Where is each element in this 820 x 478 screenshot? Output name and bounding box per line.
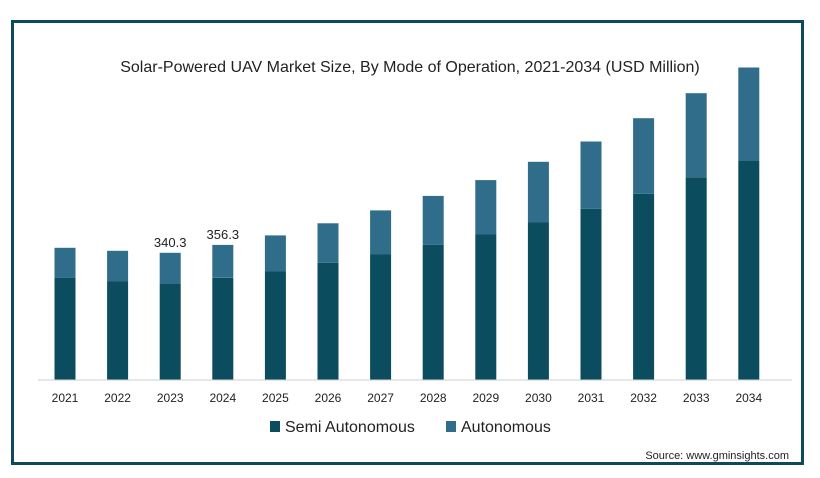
legend: Semi Autonomous Autonomous xyxy=(270,419,551,436)
x-tick-2030: 2030 xyxy=(525,391,552,405)
bar-semi-autonomous-2028 xyxy=(422,244,444,380)
x-tick-2023: 2023 xyxy=(157,391,184,405)
bar-semi-autonomous-2024 xyxy=(212,277,234,380)
x-tick-2021: 2021 xyxy=(52,391,79,405)
chart-frame xyxy=(11,20,804,465)
bars-group xyxy=(54,67,760,380)
legend-label-autonomous: Autonomous xyxy=(461,419,551,436)
bar-semi-autonomous-2030 xyxy=(527,222,549,380)
x-tick-2034: 2034 xyxy=(735,391,762,405)
bar-autonomous-2029 xyxy=(475,180,497,235)
x-tick-2029: 2029 xyxy=(472,391,499,405)
bar-autonomous-2022 xyxy=(107,250,129,282)
x-tick-2031: 2031 xyxy=(578,391,605,405)
chart-title: Solar-Powered UAV Market Size, By Mode o… xyxy=(120,59,700,76)
source-note: Source: www.gminsights.com xyxy=(645,450,789,462)
bar-autonomous-2023 xyxy=(159,252,181,284)
bar-semi-autonomous-2023 xyxy=(159,283,181,380)
x-tick-2027: 2027 xyxy=(367,391,394,405)
x-tick-2025: 2025 xyxy=(262,391,289,405)
x-tick-2026: 2026 xyxy=(315,391,342,405)
x-tick-2024: 2024 xyxy=(209,391,236,405)
data-label-2023: 340.3 xyxy=(154,235,187,250)
x-tick-2033: 2033 xyxy=(683,391,710,405)
legend-swatch-autonomous xyxy=(446,421,456,432)
legend-swatch-semi-autonomous xyxy=(270,421,280,432)
bar-autonomous-2026 xyxy=(317,223,339,263)
bar-semi-autonomous-2025 xyxy=(264,271,286,380)
bar-autonomous-2027 xyxy=(370,210,392,255)
bar-semi-autonomous-2033 xyxy=(685,177,707,380)
bar-semi-autonomous-2026 xyxy=(317,262,339,380)
bar-autonomous-2030 xyxy=(527,161,549,223)
bar-autonomous-2021 xyxy=(54,247,76,278)
bar-autonomous-2025 xyxy=(264,235,286,272)
bar-autonomous-2034 xyxy=(738,67,760,161)
bar-autonomous-2032 xyxy=(633,118,655,194)
bar-autonomous-2031 xyxy=(580,141,602,209)
bar-semi-autonomous-2032 xyxy=(633,193,655,380)
bar-semi-autonomous-2027 xyxy=(370,254,392,380)
bar-autonomous-2033 xyxy=(685,93,707,178)
x-tick-2028: 2028 xyxy=(420,391,447,405)
x-tick-2022: 2022 xyxy=(104,391,131,405)
bar-semi-autonomous-2029 xyxy=(475,234,497,380)
data-label-2024: 356.3 xyxy=(207,227,240,242)
x-tick-labels: 2021 2022 2023 2024 2025 2026 2027 2028 2029 2030… xyxy=(52,391,763,405)
legend-label-semi-autonomous: Semi Autonomous xyxy=(285,419,415,436)
x-tick-2032: 2032 xyxy=(630,391,657,405)
bar-semi-autonomous-2021 xyxy=(54,277,76,380)
bar-semi-autonomous-2034 xyxy=(738,161,760,380)
bar-semi-autonomous-2031 xyxy=(580,208,602,380)
bar-semi-autonomous-2022 xyxy=(107,281,129,380)
bar-autonomous-2028 xyxy=(422,195,444,245)
bar-autonomous-2024 xyxy=(212,244,234,278)
data-labels: 340.3 356.3 xyxy=(154,227,239,250)
